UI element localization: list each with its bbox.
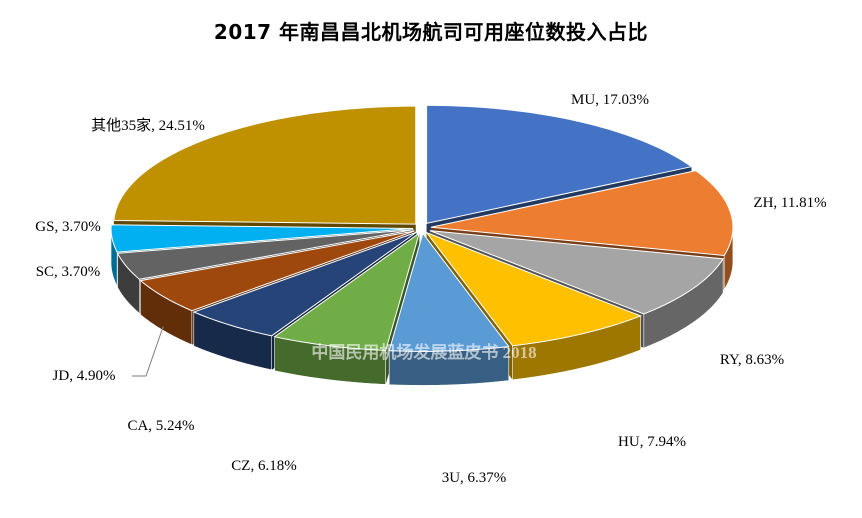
chart-title: 2017 年南昌昌北机场航司可用座位数投入占比 xyxy=(213,20,649,44)
slice-labels: MU, 17.03% ZH, 11.81% RY, 8.63% HU, 7.94% 3U… xyxy=(35,92,826,486)
slice-label-GS: GS, 3.70% xyxy=(35,219,100,235)
slice-RY xyxy=(429,230,724,315)
slice-label-MU: MU, 17.03% xyxy=(571,92,649,108)
slice-label-CA: CA, 5.24% xyxy=(127,418,194,434)
slice-SC xyxy=(116,229,414,280)
slice-label-SC: SC, 3.70% xyxy=(36,264,101,280)
slice-label-RY: RY, 8.63% xyxy=(720,352,784,368)
slice-CZ xyxy=(273,231,421,351)
leader-lines xyxy=(132,326,164,377)
slice-label-35: 其他35家, 24.51% xyxy=(91,117,205,134)
slice-label-ZH: ZH, 11.81% xyxy=(753,195,826,211)
slice-HU xyxy=(425,231,642,347)
leader-line-JD xyxy=(132,326,164,377)
pie-tops xyxy=(110,104,734,352)
slice-label-3U: 3U, 6.37% xyxy=(442,470,507,486)
watermark: 中国民用机场发展蓝皮书 2018 xyxy=(311,342,536,362)
slice-3U xyxy=(388,232,510,352)
slice-CA xyxy=(192,231,417,337)
slice-MU xyxy=(426,104,693,224)
slice-GS xyxy=(110,224,414,253)
slice-label-CZ: CZ, 6.18% xyxy=(231,458,296,474)
slice-label-JD: JD, 4.90% xyxy=(53,368,116,384)
slice-label-HU: HU, 7.94% xyxy=(618,434,686,450)
slice-ZH xyxy=(430,170,734,256)
slice-35 xyxy=(113,105,417,225)
slice-JD xyxy=(139,230,415,312)
